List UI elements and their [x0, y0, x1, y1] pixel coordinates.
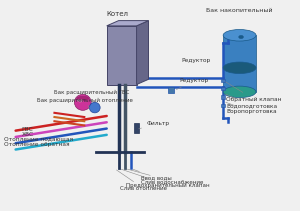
FancyBboxPatch shape: [107, 26, 136, 85]
Ellipse shape: [89, 102, 100, 113]
Bar: [221, 87, 225, 90]
Ellipse shape: [78, 99, 83, 102]
Text: Слив отопление: Слив отопление: [116, 170, 167, 191]
Text: Отопление обратная: Отопление обратная: [4, 142, 69, 147]
Text: Предохранительный клапан: Предохранительный клапан: [121, 169, 210, 188]
Text: Редуктор: Редуктор: [182, 58, 211, 63]
Ellipse shape: [74, 94, 91, 110]
Text: Редуктор: Редуктор: [176, 78, 209, 89]
Ellipse shape: [223, 86, 256, 98]
Text: Водоподготовка: Водоподготовка: [226, 94, 277, 108]
Ellipse shape: [223, 62, 256, 74]
Ellipse shape: [77, 96, 89, 100]
Text: Отопление подающая: Отопление подающая: [4, 137, 73, 142]
Text: Фильтр: Фильтр: [139, 121, 170, 129]
Text: Бак расширительный ГВС: Бак расширительный ГВС: [54, 90, 130, 101]
Ellipse shape: [223, 30, 256, 41]
Circle shape: [239, 35, 244, 39]
Polygon shape: [223, 35, 256, 92]
Bar: [221, 95, 225, 99]
Text: Слив водоснабжение: Слив водоснабжение: [127, 169, 203, 184]
Bar: [168, 87, 175, 93]
Text: Обратный клапан: Обратный клапан: [226, 82, 282, 102]
Text: ГВС: ГВС: [22, 127, 33, 132]
Polygon shape: [136, 21, 148, 85]
Text: Бак расширительный отопление: Бак расширительный отопление: [37, 98, 132, 108]
Text: Воропорготовка: Воропорготовка: [226, 102, 277, 114]
Bar: [221, 79, 225, 82]
Text: Ввод воды: Ввод воды: [133, 169, 172, 180]
Bar: [221, 104, 225, 107]
Text: Бак накопительный: Бак накопительный: [206, 8, 273, 13]
Text: ХВС: ХВС: [22, 132, 34, 137]
Bar: [134, 123, 139, 133]
Text: Котел: Котел: [106, 11, 128, 18]
Polygon shape: [107, 21, 148, 26]
